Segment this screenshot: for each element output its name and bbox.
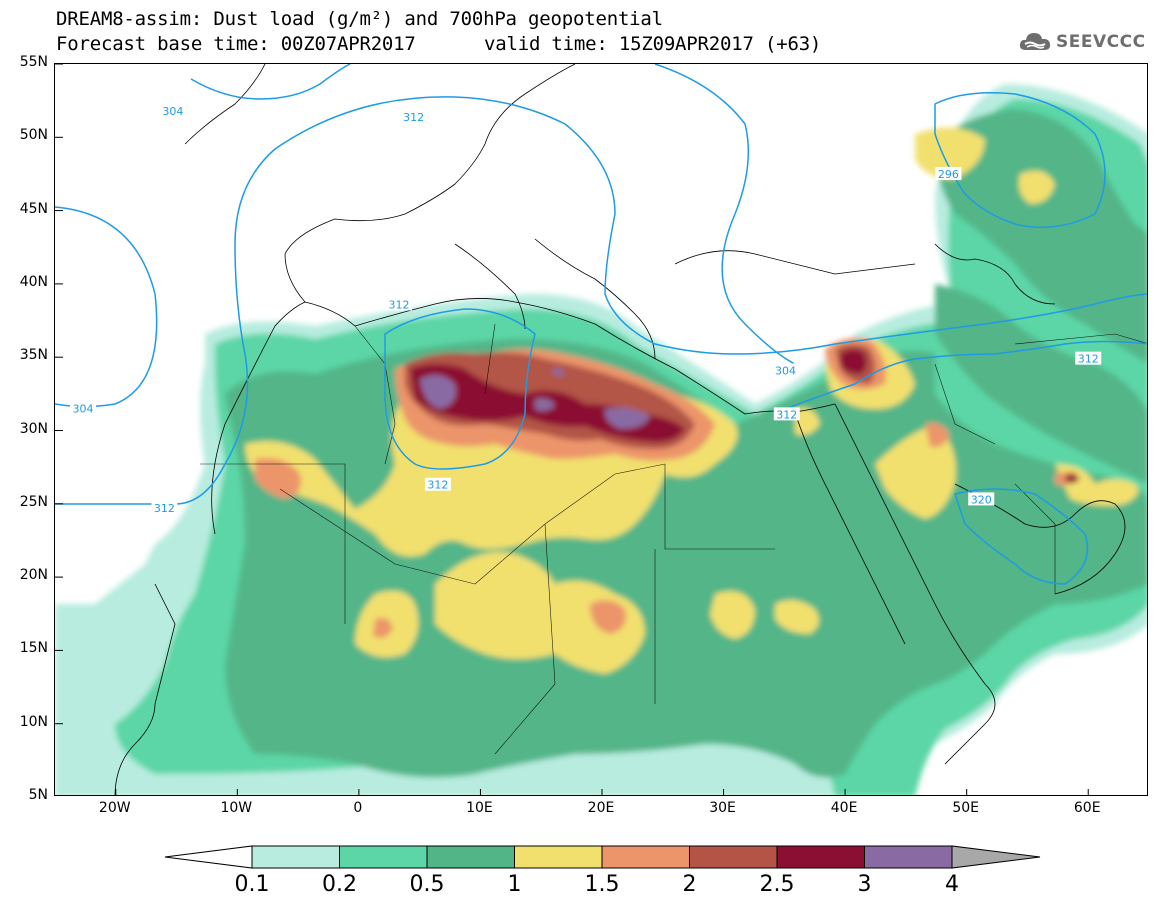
chart-subtitle: Forecast base time: 00Z07APR2017 valid ti… bbox=[56, 33, 821, 55]
colorbar-level-label: 2 bbox=[682, 872, 697, 897]
svg-text:296: 296 bbox=[938, 168, 959, 181]
contour-label: 296 bbox=[935, 166, 962, 181]
y-tick-label: 30N bbox=[19, 420, 48, 437]
colorbar-swatch bbox=[339, 845, 428, 869]
x-tick-label: 20W bbox=[98, 800, 131, 816]
y-tick-label: 25N bbox=[19, 493, 48, 510]
y-tick-label: 40N bbox=[19, 273, 48, 290]
logo-text: SEEVCCC bbox=[1056, 32, 1146, 52]
colorbar-swatch bbox=[689, 845, 778, 869]
contour-label: 312 bbox=[773, 407, 800, 421]
svg-text:312: 312 bbox=[1078, 353, 1099, 366]
x-tick-label: 20E bbox=[587, 800, 615, 816]
contour-label: 320 bbox=[968, 492, 995, 506]
svg-text:312: 312 bbox=[776, 408, 797, 421]
colorbar-level-label: 4 bbox=[945, 872, 959, 897]
y-tick-label: 15N bbox=[19, 640, 48, 657]
x-tick-label: 40E bbox=[830, 800, 858, 816]
colorbar-level-label: 1.5 bbox=[584, 872, 620, 897]
colorbar-swatch bbox=[251, 845, 340, 869]
svg-text:312: 312 bbox=[154, 502, 175, 515]
x-tick-label: 60E bbox=[1073, 800, 1101, 816]
colorbar-over-triangle bbox=[951, 845, 1041, 869]
valid-time: valid time: 15Z09APR2017 (+63) bbox=[484, 33, 822, 55]
y-tick-label: 10N bbox=[19, 713, 48, 730]
seevccc-logo: SEEVCCC bbox=[1018, 28, 1146, 56]
forecast-base-time: Forecast base time: 00Z07APR2017 bbox=[56, 33, 416, 55]
colorbar-under-triangle bbox=[164, 845, 253, 869]
contour-label: 304 bbox=[772, 363, 799, 377]
contour-label: 304 bbox=[159, 103, 186, 118]
colorbar-swatch bbox=[514, 845, 603, 869]
svg-text:312: 312 bbox=[389, 298, 410, 311]
svg-text:320: 320 bbox=[971, 493, 992, 506]
svg-text:304: 304 bbox=[775, 364, 796, 377]
x-tick-label: 0 bbox=[353, 800, 363, 816]
cloud-icon bbox=[1019, 33, 1051, 50]
svg-text:304: 304 bbox=[72, 403, 93, 416]
dust-load-field: 304 312 304 312 312 312 304 312 312 296 320 bbox=[55, 64, 1147, 795]
y-tick-label: 45N bbox=[19, 200, 48, 217]
colorbar-swatch bbox=[864, 845, 953, 869]
x-tick-label: 10E bbox=[466, 800, 493, 816]
contour-label: 312 bbox=[1075, 351, 1102, 366]
colorbar-level-label: 2.5 bbox=[759, 872, 795, 897]
colorbar-level-label: 0.2 bbox=[322, 872, 357, 897]
colorbar-swatch bbox=[601, 845, 690, 869]
colorbar-level-label: 1 bbox=[507, 872, 522, 897]
country-borders bbox=[200, 323, 1147, 755]
contour-label: 312 bbox=[151, 501, 178, 515]
colorbar-level-label: 0.5 bbox=[409, 872, 445, 897]
colorbar-level-label: 0.1 bbox=[234, 872, 270, 897]
y-tick-label: 20N bbox=[19, 567, 48, 584]
contour-label: 312 bbox=[386, 297, 413, 311]
y-tick-label: 55N bbox=[19, 54, 48, 70]
x-tick-label: 50E bbox=[952, 800, 979, 816]
colorbar-swatch bbox=[776, 845, 865, 869]
axis-ticks bbox=[55, 64, 1089, 795]
contour-label: 312 bbox=[400, 109, 427, 124]
geopotential-contours bbox=[55, 64, 1147, 585]
colorbar-swatch bbox=[426, 845, 515, 869]
svg-text:304: 304 bbox=[162, 105, 183, 118]
chart-title: DREAM8-assim: Dust load (g/m²) and 700hP… bbox=[56, 8, 663, 30]
dust-fill-layer bbox=[55, 84, 1147, 795]
y-tick-label: 35N bbox=[19, 347, 48, 364]
svg-text:312: 312 bbox=[403, 111, 424, 124]
x-tick-label: 30E bbox=[709, 800, 736, 816]
colorbar bbox=[164, 845, 1041, 869]
dust-map: 304 312 304 312 312 312 304 312 312 296 320 bbox=[54, 63, 1148, 796]
contour-labels: 304 312 304 312 312 312 304 312 312 296 320 bbox=[69, 103, 1102, 515]
contour-label: 312 bbox=[424, 477, 451, 492]
coastlines bbox=[114, 64, 1126, 795]
contour-label: 304 bbox=[69, 401, 96, 416]
colorbar-level-label: 3 bbox=[857, 872, 872, 897]
svg-text:312: 312 bbox=[427, 479, 448, 492]
x-tick-label: 10W bbox=[220, 800, 253, 816]
y-tick-label: 50N bbox=[19, 127, 48, 144]
y-tick-label: 5N bbox=[28, 787, 48, 803]
